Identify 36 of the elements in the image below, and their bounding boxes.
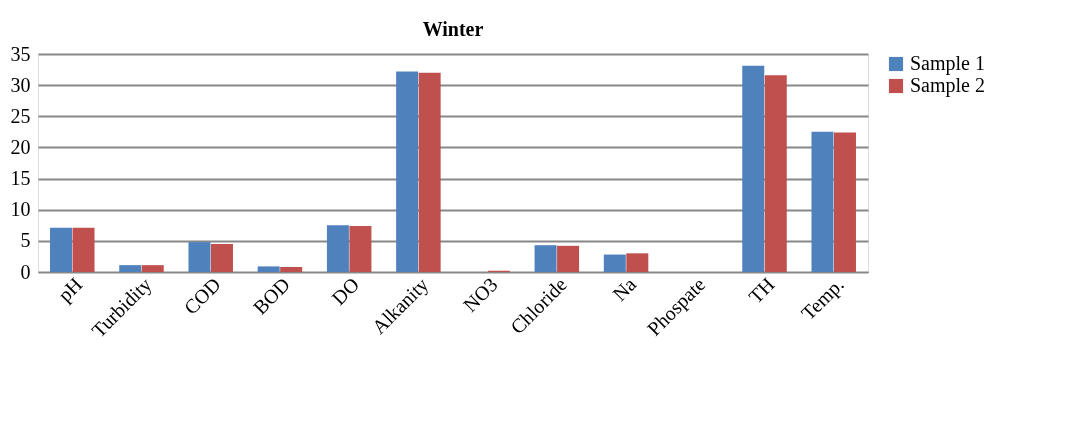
y-tick-label: 15 <box>10 167 31 190</box>
bar <box>119 265 142 272</box>
bar <box>833 132 856 272</box>
legend-label: Sample 1 <box>910 52 985 75</box>
bar <box>534 245 557 272</box>
bar <box>742 65 765 272</box>
y-tick-label: 30 <box>10 73 31 96</box>
bar <box>418 72 441 272</box>
bar <box>626 253 649 272</box>
y-tick-label: 35 <box>10 42 31 65</box>
bar <box>764 75 787 272</box>
bar <box>326 225 349 272</box>
y-tick-label: 5 <box>20 229 31 252</box>
bar <box>50 227 73 272</box>
bar <box>141 265 164 272</box>
bar <box>210 243 233 272</box>
bar <box>349 225 372 272</box>
bar <box>280 267 303 272</box>
x-tick-label: DO <box>327 273 364 310</box>
bar <box>603 254 626 272</box>
y-tick-label: 0 <box>20 260 31 283</box>
bar <box>257 266 280 272</box>
x-tick-label: TH <box>744 273 779 308</box>
chart-title: Winter <box>422 18 484 40</box>
legend-label: Sample 2 <box>910 74 985 97</box>
bar <box>557 245 580 272</box>
bar <box>396 71 419 272</box>
bar <box>188 242 211 272</box>
y-tick-label: 25 <box>10 104 31 127</box>
bar <box>811 131 834 272</box>
x-tick-label: Na <box>608 273 641 306</box>
y-tick-label: 10 <box>10 198 31 221</box>
x-tick-label: pH <box>53 273 88 307</box>
x-tick-label: COD <box>179 273 225 319</box>
bar <box>72 227 95 272</box>
y-tick-label: 20 <box>10 135 31 158</box>
